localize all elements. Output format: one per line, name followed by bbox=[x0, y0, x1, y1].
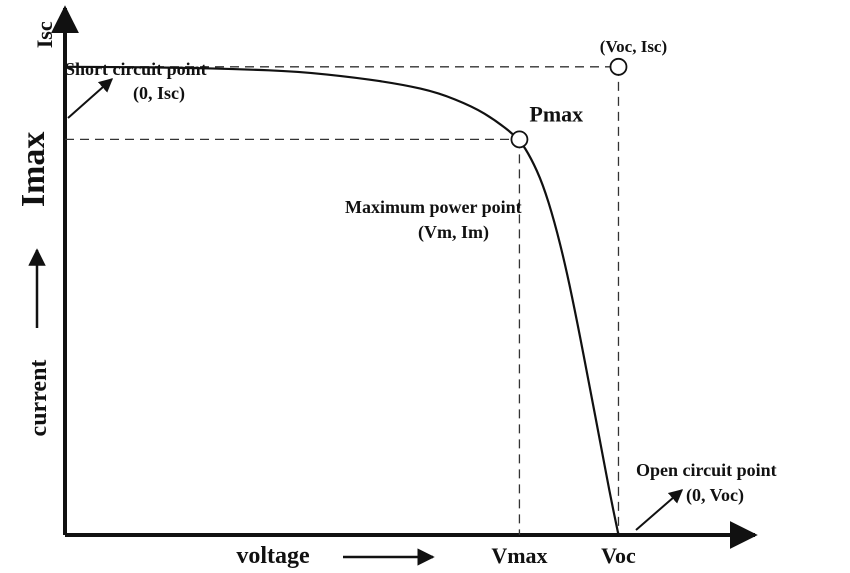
max-power-title: Maximum power point bbox=[345, 197, 522, 217]
open-circuit-title: Open circuit point bbox=[636, 460, 777, 480]
short-circuit-title: Short circuit point bbox=[65, 59, 207, 79]
short-circuit-coords: (0, Isc) bbox=[133, 83, 185, 104]
curve-layer bbox=[64, 65, 620, 536]
voc-isc-label: (Voc, Isc) bbox=[600, 37, 667, 56]
open-circuit-arrow bbox=[635, 489, 684, 531]
guide-lines bbox=[65, 66, 620, 535]
x-tick-vmax: Vmax bbox=[491, 543, 547, 568]
y-tick-imax: Imax bbox=[15, 132, 52, 208]
pmax-marker bbox=[510, 130, 529, 149]
y-tick-isc: Isc bbox=[32, 21, 57, 48]
short-circuit-arrow bbox=[67, 78, 114, 119]
iv-curve-line bbox=[64, 65, 620, 536]
marker-layer bbox=[510, 57, 628, 149]
y-axis-label: current bbox=[26, 360, 52, 437]
open-circuit-coords: (0, Voc) bbox=[686, 485, 744, 506]
pmax-label: Pmax bbox=[529, 101, 583, 126]
axes bbox=[51, 5, 758, 549]
max-power-coords: (Vm, Im) bbox=[418, 222, 489, 243]
voc-isc-marker bbox=[609, 57, 628, 76]
x-tick-voc: Voc bbox=[601, 543, 636, 568]
x-axis-label: voltage bbox=[236, 543, 310, 569]
